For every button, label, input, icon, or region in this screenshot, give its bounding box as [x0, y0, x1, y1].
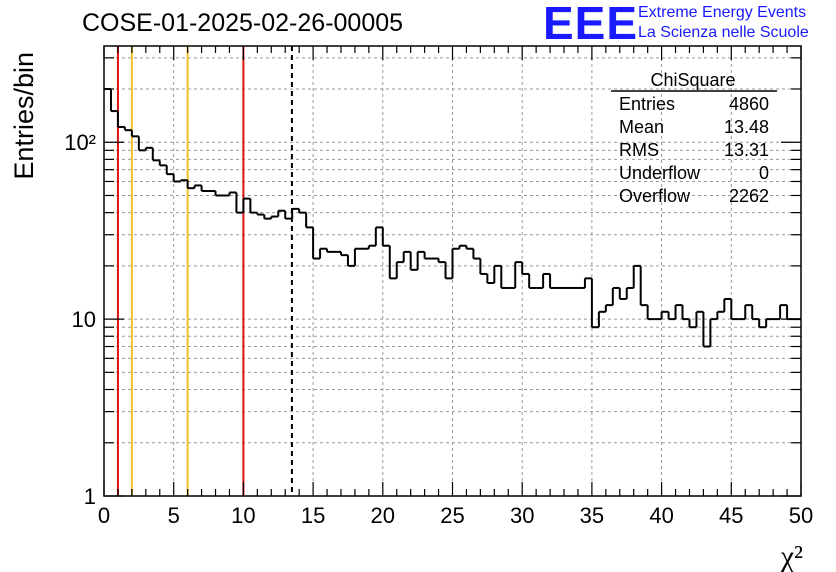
y-tick-label: 10² [64, 130, 96, 155]
stats-underflow-value: 0 [759, 163, 769, 183]
y-axis-ticks: 1 10 10² [64, 57, 801, 509]
stats-overflow-label: Overflow [619, 186, 691, 206]
y-tick-label: 10 [72, 307, 96, 332]
stats-rms-label: RMS [619, 140, 659, 160]
stats-mean-value: 13.48 [724, 117, 769, 137]
chart-title: COSE-01-2025-02-26-00005 [82, 9, 404, 37]
x-axis-label: χ² [780, 540, 803, 572]
logo-letters: EEE [543, 0, 639, 49]
stats-mean-label: Mean [619, 117, 664, 137]
x-tick-label: 45 [719, 503, 743, 528]
x-tick-label: 50 [789, 503, 813, 528]
stats-box: ChiSquare Entries 4860 Mean 13.48 RMS 13… [611, 70, 777, 206]
logo-line-1: Extreme Energy Events [638, 4, 807, 21]
y-axis-label: Entries/bin [9, 52, 39, 180]
eee-logo: EEE Extreme Energy Events La Scienza nel… [543, 0, 833, 49]
x-tick-label: 10 [231, 503, 255, 528]
logo-line-2: La Scienza nelle Scuole [638, 24, 809, 41]
x-tick-label: 40 [649, 503, 673, 528]
x-tick-label: 35 [580, 503, 604, 528]
x-tick-label: 5 [168, 503, 180, 528]
y-tick-label: 1 [84, 484, 96, 509]
x-tick-label: 25 [440, 503, 464, 528]
x-tick-label: 30 [510, 503, 534, 528]
stats-title: ChiSquare [650, 70, 735, 90]
stats-overflow-value: 2262 [729, 186, 769, 206]
histogram-series [104, 87, 801, 348]
x-tick-label: 0 [98, 503, 110, 528]
stats-entries-label: Entries [619, 94, 675, 114]
marker-lines [116, 46, 293, 496]
x-tick-label: 15 [301, 503, 325, 528]
stats-entries-value: 4860 [729, 94, 769, 114]
x-axis-ticks: 0 5 10 15 20 25 30 35 40 45 50 [98, 46, 813, 528]
x-tick-label: 20 [371, 503, 395, 528]
stats-underflow-label: Underflow [619, 163, 701, 183]
stats-rms-value: 13.31 [724, 140, 769, 160]
